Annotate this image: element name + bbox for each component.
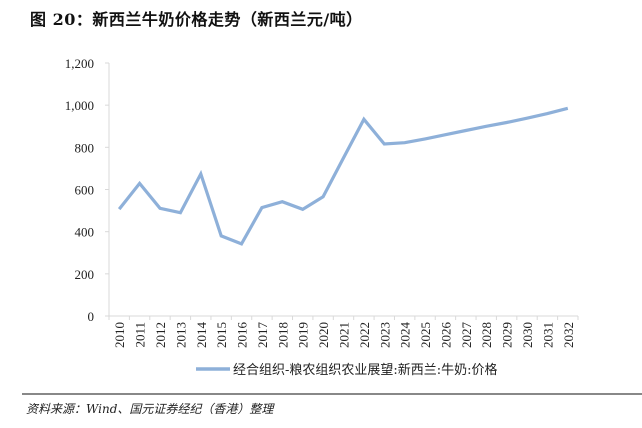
y-tick-label: 200 bbox=[75, 267, 95, 282]
x-tick-label: 2023 bbox=[377, 322, 392, 348]
x-tick-label: 2032 bbox=[561, 322, 576, 348]
y-tick-label: 800 bbox=[75, 140, 95, 155]
x-tick-label: 2015 bbox=[214, 322, 229, 348]
x-tick-label: 2024 bbox=[398, 322, 413, 349]
x-tick-label: 2029 bbox=[500, 322, 515, 348]
x-tick-label: 2031 bbox=[540, 322, 555, 348]
chart-title: 图 20：新西兰牛奶价格走势（新西兰元/吨） bbox=[30, 10, 363, 29]
x-tick-label: 2028 bbox=[479, 322, 494, 348]
series-line bbox=[117, 106, 569, 246]
x-tick-label: 2019 bbox=[296, 322, 311, 348]
divider bbox=[22, 393, 642, 395]
x-tick-label: 2018 bbox=[275, 322, 290, 348]
x-tick-label: 2012 bbox=[153, 322, 168, 348]
x-tick-label: 2016 bbox=[235, 322, 250, 349]
x-tick-label: 2027 bbox=[459, 322, 474, 349]
x-tick-label: 2014 bbox=[194, 322, 209, 349]
x-tick-label: 2030 bbox=[520, 322, 535, 348]
y-tick-label: 600 bbox=[75, 183, 95, 198]
x-tick-label: 2020 bbox=[316, 322, 331, 348]
source-note: 资料来源：Wind、国元证券经纪（香港）整理 bbox=[26, 402, 274, 416]
x-tick-label: 2022 bbox=[357, 322, 372, 348]
x-tick-label: 2010 bbox=[112, 322, 127, 348]
x-tick-label: 2026 bbox=[438, 322, 453, 349]
y-tick-label: 0 bbox=[88, 309, 95, 324]
y-tick-label: 400 bbox=[75, 225, 95, 240]
y-tick-label: 1,000 bbox=[65, 98, 94, 113]
y-tick-label: 1,200 bbox=[65, 56, 94, 71]
x-tick-label: 2021 bbox=[337, 322, 352, 348]
x-tick-label: 2013 bbox=[173, 322, 188, 348]
legend-label: 经合组织-粮农组织农业展望:新西兰:牛奶:价格 bbox=[233, 362, 498, 378]
line-chart: 0 200 400 600 800 1,000 1,200 2010 2011 2012 2013 2… bbox=[65, 56, 579, 378]
x-tick-label: 2025 bbox=[418, 322, 433, 348]
x-tick-label: 2017 bbox=[255, 322, 270, 349]
x-tick-label: 2011 bbox=[133, 322, 148, 348]
